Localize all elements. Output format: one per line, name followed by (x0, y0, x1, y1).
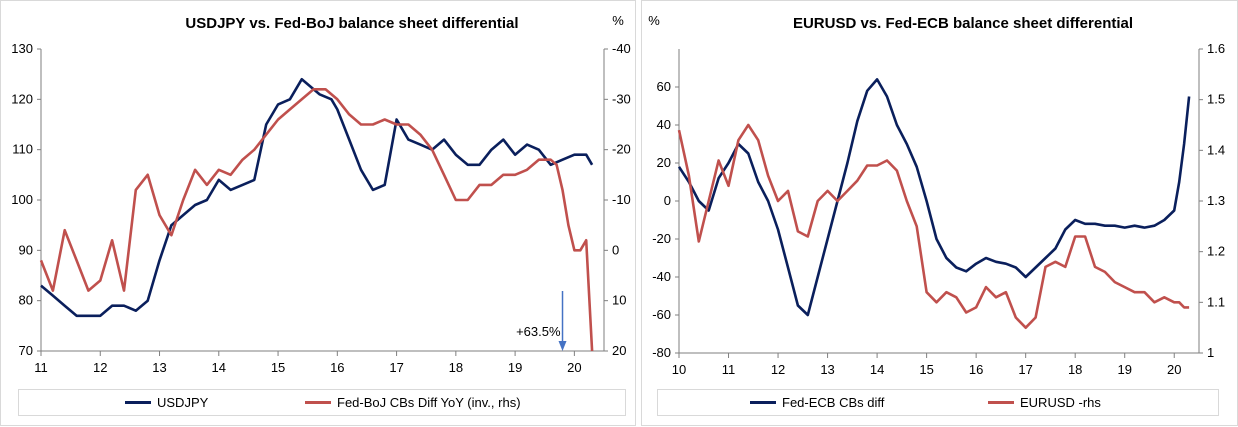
x-tick-label: 19 (1117, 362, 1131, 377)
y-left-tick-label: -20 (652, 231, 671, 246)
y-left-tick-label: -80 (652, 345, 671, 360)
legend-item-fed-ecb: Fed-ECB CBs diff (750, 395, 884, 410)
series-line-navy (677, 78, 1191, 317)
y-right-tick-label: -30 (612, 91, 631, 106)
y-left-tick-label: 110 (12, 142, 33, 157)
x-tick-label: 18 (449, 360, 463, 375)
x-tick-label: 18 (1068, 362, 1082, 377)
y-right-tick-label: 10 (612, 293, 626, 308)
y-right-tick-label: 1.4 (1207, 142, 1225, 157)
y-left-tick-label: 0 (664, 193, 671, 208)
y-right-tick-label: 1.5 (1207, 92, 1225, 107)
legend-swatch (305, 401, 331, 404)
x-tick-label: 14 (870, 362, 884, 377)
y-right-tick-label: 20 (612, 343, 626, 358)
y-left-tick-label: -40 (652, 269, 671, 284)
x-tick-label: 11 (34, 360, 48, 375)
y-right-tick-label: -10 (612, 192, 631, 207)
y-left-tick-label: 90 (19, 242, 33, 257)
y-right-unit: % (612, 13, 624, 28)
x-tick-label: 16 (969, 362, 983, 377)
y-right-tick-label: 0 (612, 242, 619, 257)
legend-label: Fed-ECB CBs diff (782, 395, 885, 410)
chart-title: USDJPY vs. Fed-BoJ balance sheet differe… (185, 15, 518, 32)
y-left-tick-label: -60 (652, 307, 671, 322)
chart-panel-usdjpy: USDJPY vs. Fed-BoJ balance sheet differe… (0, 0, 636, 426)
y-right-tick-label: 1.2 (1207, 244, 1225, 259)
legend-item-fed-boj: Fed-BoJ CBs Diff YoY (inv., rhs) (305, 395, 521, 410)
y-left-tick-label: 100 (11, 192, 33, 207)
y-right-tick-label: -40 (612, 41, 631, 56)
x-tick-label: 10 (672, 362, 686, 377)
y-left-tick-label: 40 (657, 117, 671, 132)
y-right-tick-label: -20 (612, 142, 631, 157)
legend-item-usdjpy: USDJPY (125, 395, 208, 410)
x-tick-label: 13 (820, 362, 834, 377)
annotation-label: +63.5% (516, 324, 561, 339)
x-tick-label: 20 (1167, 362, 1181, 377)
legend-label: USDJPY (157, 395, 209, 410)
chart-usdjpy: USDJPY vs. Fed-BoJ balance sheet differe… (11, 13, 631, 375)
y-left-tick-label: 70 (19, 343, 33, 358)
legend-label: EURUSD -rhs (1020, 395, 1101, 410)
x-tick-label: 13 (152, 360, 166, 375)
y-left-unit: % (648, 13, 660, 28)
y-right-tick-label: 1 (1207, 345, 1214, 360)
x-tick-label: 19 (508, 360, 522, 375)
annotation-arrow-head (558, 341, 567, 351)
legend: USDJPY Fed-BoJ CBs Diff YoY (inv., rhs) (18, 389, 626, 416)
legend-label: Fed-BoJ CBs Diff YoY (inv., rhs) (337, 395, 521, 410)
x-tick-label: 11 (722, 362, 736, 377)
y-left-tick-label: 130 (11, 41, 33, 56)
series-line-red (677, 123, 1190, 329)
legend-swatch (988, 401, 1014, 404)
legend: Fed-ECB CBs diff EURUSD -rhs (657, 389, 1219, 416)
x-tick-label: 14 (212, 360, 226, 375)
x-tick-label: 17 (389, 360, 403, 375)
y-right-tick-label: 1.1 (1207, 294, 1225, 309)
x-tick-label: 15 (919, 362, 933, 377)
y-left-tick-label: 60 (657, 79, 671, 94)
x-tick-label: 15 (271, 360, 285, 375)
x-tick-label: 16 (330, 360, 344, 375)
legend-item-eurusd: EURUSD -rhs (988, 395, 1101, 410)
chart-eurusd: EURUSD vs. Fed-ECB balance sheet differe… (648, 13, 1225, 377)
y-left-tick-label: 20 (657, 155, 671, 170)
series-line-red (39, 88, 594, 352)
x-tick-label: 12 (93, 360, 107, 375)
y-right-tick-label: 1.3 (1207, 193, 1225, 208)
chart-panel-eurusd: EURUSD vs. Fed-ECB balance sheet differe… (641, 0, 1238, 426)
y-right-tick-label: 1.6 (1207, 41, 1225, 56)
chart-title: EURUSD vs. Fed-ECB balance sheet differe… (793, 15, 1133, 32)
y-left-tick-label: 120 (11, 91, 33, 106)
x-tick-label: 17 (1018, 362, 1032, 377)
x-tick-label: 20 (567, 360, 581, 375)
series-line-navy (40, 77, 594, 318)
x-tick-label: 12 (771, 362, 785, 377)
legend-swatch (125, 401, 151, 404)
y-left-tick-label: 80 (19, 293, 33, 308)
legend-swatch (750, 401, 776, 404)
